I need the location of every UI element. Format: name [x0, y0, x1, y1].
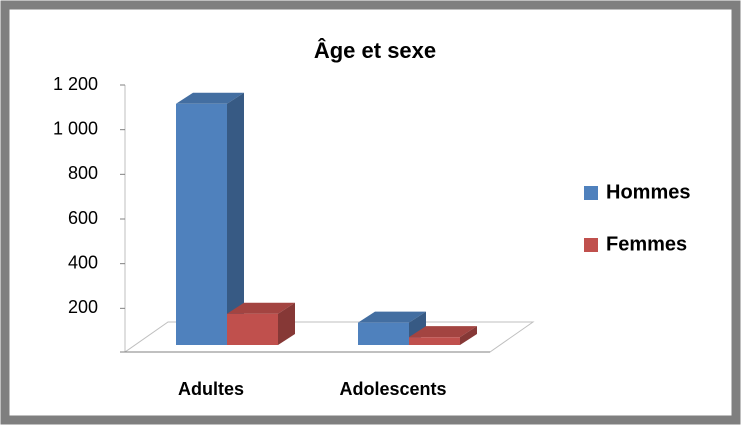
bar-top [409, 326, 477, 338]
legend-swatch [584, 186, 598, 200]
bar-side [278, 302, 295, 345]
bar [176, 92, 244, 345]
bar-front [227, 313, 278, 345]
y-tick-label: 800 [68, 163, 98, 183]
legend-label: Hommes [606, 181, 690, 203]
bar-front [358, 322, 409, 345]
y-tick-label: 600 [68, 208, 98, 228]
y-tick-label: 400 [68, 252, 98, 272]
bar-side [460, 326, 477, 345]
bar-front [176, 103, 227, 345]
bar-front [409, 337, 460, 345]
bar-top [358, 311, 426, 323]
bar-side [227, 92, 244, 345]
bar-top [227, 302, 295, 314]
y-tick-label: 200 [68, 297, 98, 317]
y-tick-label: 1 000 [53, 118, 98, 138]
bar [227, 302, 295, 345]
chart-title: Âge et sexe [314, 38, 436, 63]
y-tick-label: 1 200 [53, 74, 98, 94]
bar-top [176, 92, 244, 104]
legend-label: Femmes [606, 233, 687, 255]
x-tick-label: Adolescents [339, 379, 446, 399]
bar [409, 326, 477, 345]
x-tick-label: Adultes [178, 379, 244, 399]
legend-swatch [584, 238, 598, 252]
